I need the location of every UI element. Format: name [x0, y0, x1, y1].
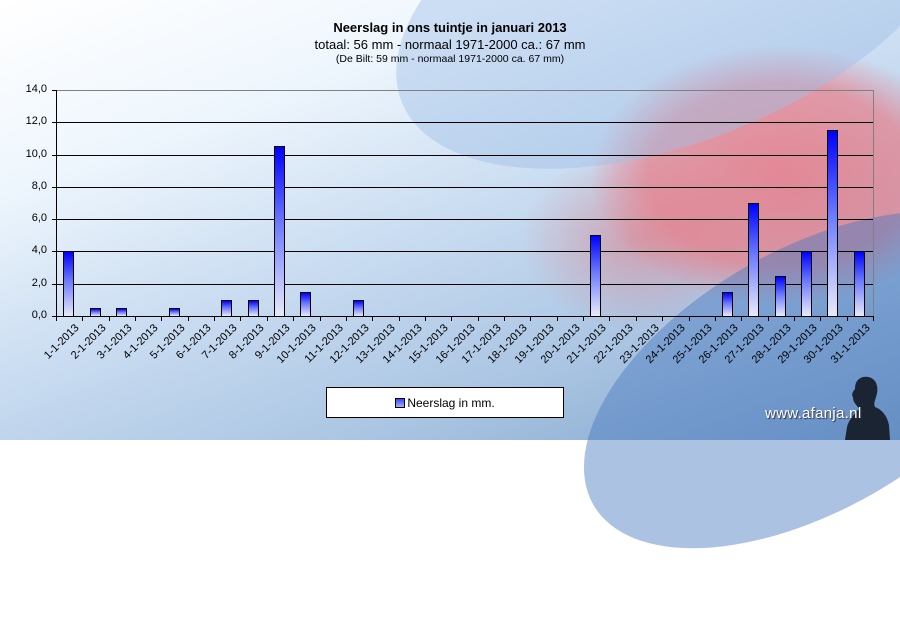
x-tick — [741, 316, 742, 321]
x-tick — [267, 316, 268, 321]
x-tick — [768, 316, 769, 321]
y-tick-label: 6,0 — [31, 212, 47, 224]
y-tick — [52, 251, 56, 252]
x-tick — [399, 316, 400, 321]
y-tick — [52, 90, 56, 91]
x-tick — [135, 316, 136, 321]
bar — [90, 308, 101, 317]
gridline — [56, 219, 873, 220]
bar — [300, 292, 311, 317]
x-tick — [161, 316, 162, 321]
y-tick-label: 12,0 — [25, 115, 47, 127]
gridline — [56, 155, 873, 156]
bar — [248, 300, 259, 317]
bar — [827, 130, 838, 317]
bar — [590, 235, 601, 317]
person-silhouette-icon — [845, 376, 890, 440]
y-tick — [52, 187, 56, 188]
bar — [854, 251, 865, 317]
y-tick — [52, 122, 56, 123]
x-tick — [346, 316, 347, 321]
x-tick — [293, 316, 294, 321]
x-tick — [109, 316, 110, 321]
x-tick — [583, 316, 584, 321]
x-tick — [715, 316, 716, 321]
plot-area — [56, 90, 874, 317]
x-tick — [847, 316, 848, 321]
x-tick — [214, 316, 215, 321]
x-tick — [478, 316, 479, 321]
y-tick — [52, 284, 56, 285]
y-tick — [52, 219, 56, 220]
x-tick — [188, 316, 189, 321]
bar — [801, 251, 812, 317]
chart-subtitle: totaal: 56 mm - normaal 1971-2000 ca.: 6… — [314, 37, 586, 52]
y-tick-label: 4,0 — [31, 244, 47, 256]
gridline — [56, 187, 873, 188]
x-tick — [636, 316, 637, 321]
bar — [116, 308, 127, 317]
x-tick — [82, 316, 83, 321]
y-tick-label: 8,0 — [31, 180, 47, 192]
x-tick — [820, 316, 821, 321]
gridline — [56, 284, 873, 285]
x-tick — [451, 316, 452, 321]
y-tick — [52, 155, 56, 156]
bar — [722, 292, 733, 317]
chart-title: Neerslag in ons tuintje in januari 2013 — [333, 20, 567, 35]
x-axis — [52, 316, 873, 317]
x-tick — [504, 316, 505, 321]
y-tick-label: 14,0 — [25, 83, 47, 95]
gridline — [56, 251, 873, 252]
x-tick — [609, 316, 610, 321]
gridline — [56, 122, 873, 123]
bar — [221, 300, 232, 317]
y-axis — [56, 90, 57, 317]
y-tick-label: 2,0 — [31, 277, 47, 289]
bar — [169, 308, 180, 317]
bar — [63, 251, 74, 317]
legend-label: Neerslag in mm. — [407, 395, 495, 410]
x-tick — [689, 316, 690, 321]
bar — [775, 276, 786, 317]
watermark: www.afanja.nl — [765, 405, 862, 422]
x-tick — [794, 316, 795, 321]
y-tick-label: 10,0 — [25, 148, 47, 160]
x-tick — [662, 316, 663, 321]
x-tick — [320, 316, 321, 321]
x-tick — [240, 316, 241, 321]
bar-swatch-icon — [395, 397, 406, 408]
x-tick — [56, 316, 57, 321]
bar — [748, 203, 759, 317]
x-tick — [425, 316, 426, 321]
x-tick — [530, 316, 531, 321]
bar — [274, 146, 285, 317]
legend: Neerslag in mm. — [326, 387, 564, 418]
chart-note: (De Bilt: 59 mm - normaal 1971-2000 ca. … — [335, 53, 565, 65]
y-tick-label: 0,0 — [31, 309, 47, 321]
bar — [353, 300, 364, 317]
x-tick — [372, 316, 373, 321]
x-tick — [873, 316, 874, 321]
x-tick — [557, 316, 558, 321]
